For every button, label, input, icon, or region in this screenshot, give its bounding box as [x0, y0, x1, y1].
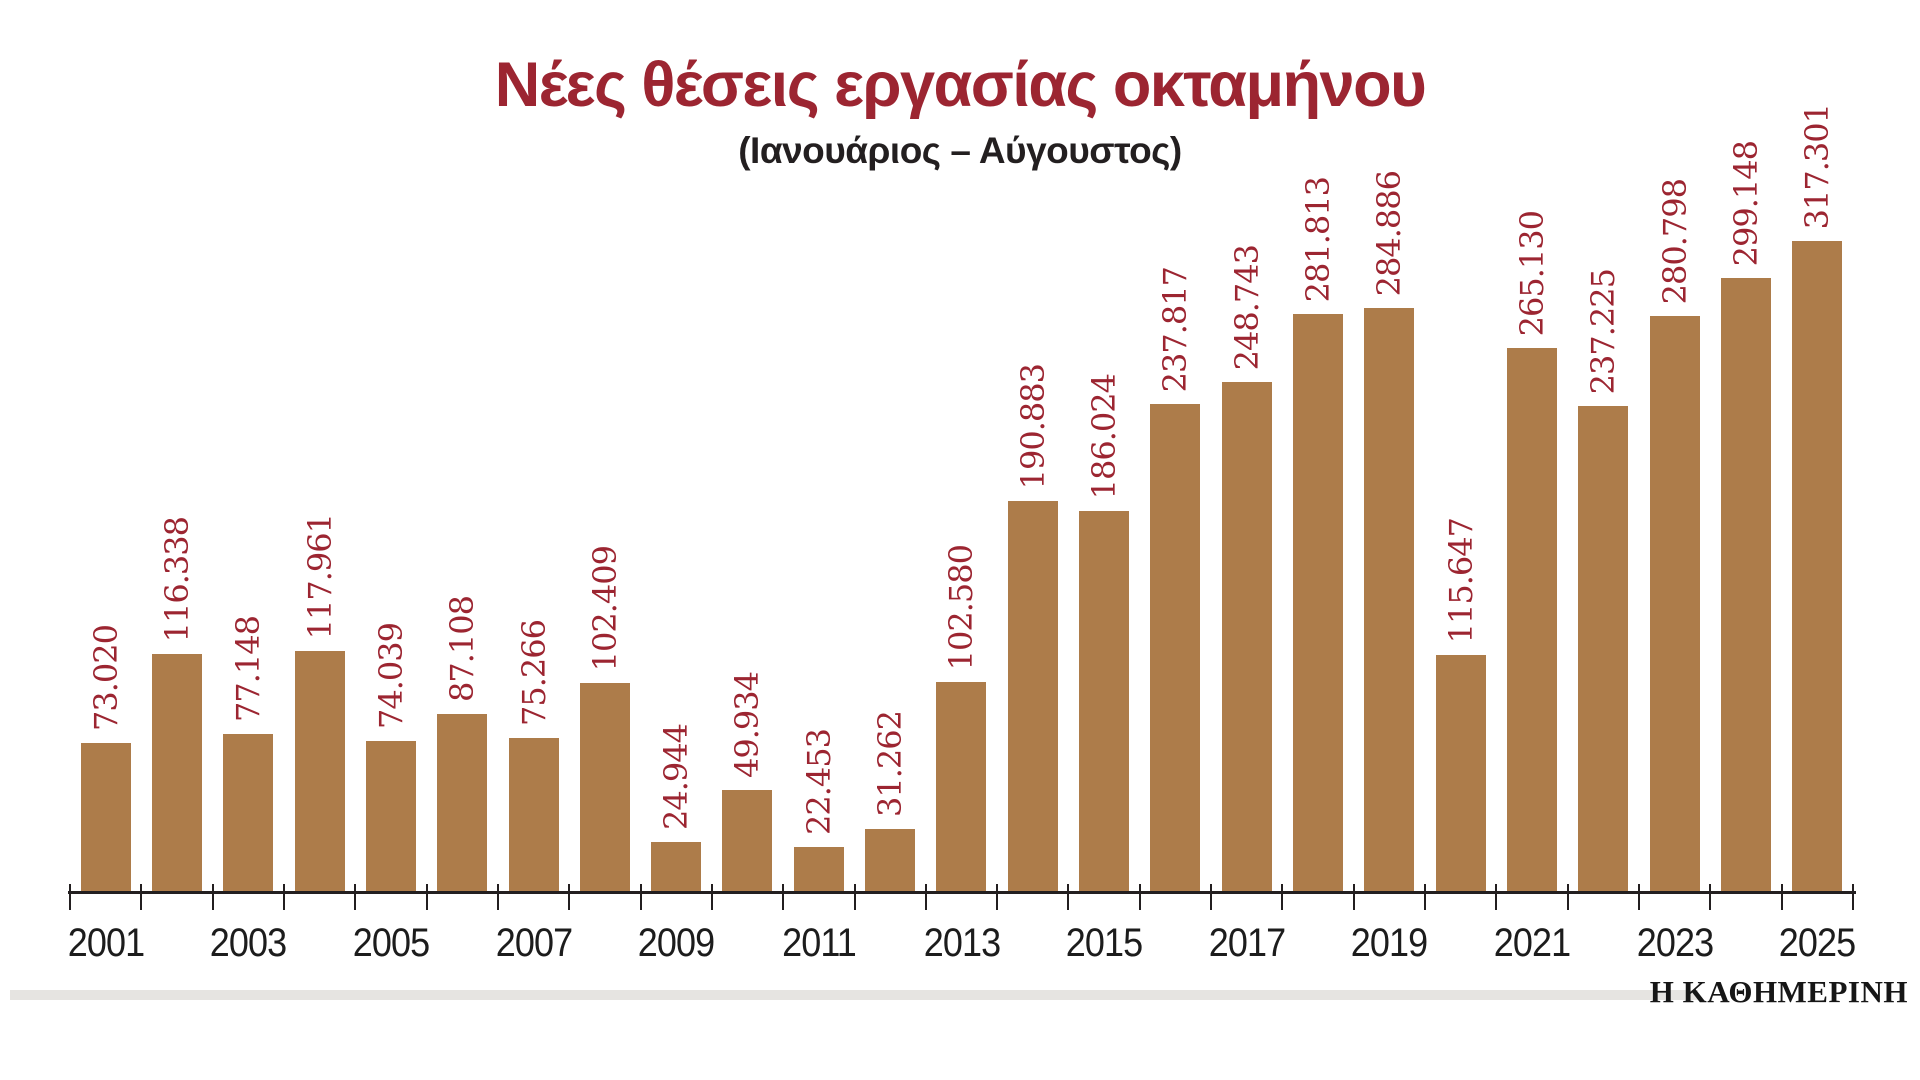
- bar-group-2023: 280.798: [1639, 179, 1710, 893]
- bar-2019: [1364, 308, 1415, 893]
- x-tick: [1495, 884, 1498, 910]
- x-tick: [996, 884, 999, 910]
- bars: 73.020 116.338 77.148 117.961 74.039 87.108 75…: [70, 104, 1853, 893]
- bar-group-2001: 73.020: [70, 190, 141, 893]
- x-axis-label-2017: 2017: [1208, 921, 1286, 965]
- bar-group-2012: 31.262: [854, 190, 925, 893]
- x-tick: [211, 884, 214, 910]
- brand-logo: Η ΚΑΘΗΜΕΡΙΝΗ: [1649, 974, 1908, 1009]
- footer-divider: [10, 990, 1698, 1000]
- bar-2015: [1079, 511, 1130, 893]
- x-axis-label-2005: 2005: [352, 921, 430, 965]
- bar-2023: [1649, 316, 1700, 893]
- x-tick: [282, 884, 285, 910]
- bar-2003: [223, 734, 274, 893]
- bar-group-2020: 115.647: [1425, 190, 1496, 893]
- bar-group-2009: 24.944: [641, 190, 712, 893]
- bar-group-2008: 102.409: [569, 190, 640, 893]
- x-axis-label-2013: 2013: [923, 921, 1000, 965]
- chart-title: Νέες θέσεις εργασίας οκταμήνου: [494, 50, 1427, 120]
- bar-2005: [365, 741, 416, 893]
- x-tick: [1638, 884, 1641, 910]
- x-tick: [924, 884, 927, 910]
- x-axis-label-2001: 2001: [67, 921, 144, 965]
- chart-subtitle: (Ιανουάριος – Αύγουστος): [738, 130, 1182, 172]
- bar-group-2017: 248.743: [1211, 190, 1282, 893]
- x-tick: [140, 884, 143, 910]
- bar-2011: [793, 847, 844, 893]
- bar-group-2021: 265.130: [1496, 190, 1567, 893]
- x-tick: [710, 884, 713, 910]
- x-tick: [1424, 884, 1427, 910]
- x-axis-label-2019: 2019: [1351, 921, 1428, 965]
- x-tick: [354, 884, 357, 910]
- x-tick: [1709, 884, 1712, 910]
- bar-group-2015: 186.024: [1068, 190, 1139, 893]
- bar-2012: [865, 829, 916, 893]
- bar-group-2011: 22.453: [783, 190, 854, 893]
- x-tick: [1281, 884, 1284, 910]
- bar-group-2019: 284.886: [1354, 171, 1425, 893]
- bar-2004: [294, 651, 345, 893]
- bar-2022: [1578, 406, 1629, 893]
- bar-2017: [1221, 382, 1272, 893]
- x-tick: [1852, 884, 1854, 910]
- bar-group-2006: 87.108: [427, 190, 498, 893]
- bar-group-2004: 117.961: [284, 190, 355, 893]
- x-axis-label-2021: 2021: [1493, 921, 1571, 965]
- x-tick: [853, 884, 856, 910]
- x-tick: [1780, 884, 1783, 910]
- bar-group-2025: 317.301: [1782, 104, 1853, 893]
- bar-2024: [1720, 278, 1771, 893]
- bar-group-2022: 237.225: [1568, 190, 1639, 893]
- bar-group-2007: 75.266: [498, 190, 569, 893]
- x-tick: [1566, 884, 1569, 910]
- x-axis-labels: 2001 2003 2005 2007 2009 2011 2013 2015 2017 2019…: [67, 0, 1856, 1080]
- bar-2006: [437, 714, 488, 893]
- bar-2016: [1150, 404, 1201, 893]
- bar-2018: [1292, 314, 1343, 893]
- bar-group-2010: 49.934: [712, 190, 783, 893]
- x-axis-label-2007: 2007: [495, 921, 572, 965]
- bar-group-2005: 74.039: [355, 190, 426, 893]
- x-axis-line: [68, 891, 1856, 894]
- bar-group-2013: 102.580: [926, 190, 997, 893]
- bar-2013: [936, 682, 987, 893]
- bar-group-2002: 116.338: [141, 190, 212, 893]
- x-tick: [496, 884, 499, 910]
- x-axis-label-2023: 2023: [1636, 921, 1713, 965]
- chart-header: Νέες θέσεις εργασίας οκταμήνου (Ιανουάρι…: [0, 52, 1920, 172]
- plot-area: 73.020 116.338 77.148 117.961 74.039 87.108 75…: [70, 104, 1853, 893]
- bar-group-2003: 77.148: [213, 190, 284, 893]
- x-tick: [639, 884, 642, 910]
- x-tick: [782, 884, 785, 910]
- x-axis-label-2025: 2025: [1779, 921, 1856, 965]
- bar-2008: [579, 683, 630, 893]
- bar-2010: [722, 790, 773, 893]
- x-axis-label-2015: 2015: [1065, 921, 1143, 965]
- x-axis-label-2011: 2011: [781, 921, 857, 965]
- x-tick: [1210, 884, 1213, 910]
- bar-2002: [151, 654, 202, 893]
- bar-group-2016: 237.817: [1140, 190, 1211, 893]
- bar-group-2024: 299.148: [1710, 141, 1781, 893]
- bar-2020: [1435, 655, 1486, 893]
- x-tick: [69, 884, 71, 910]
- bar-group-2018: 281.813: [1282, 177, 1353, 893]
- x-axis-label-2009: 2009: [637, 921, 715, 965]
- bar-2007: [508, 738, 559, 893]
- x-tick: [568, 884, 571, 910]
- x-axis-label-2003: 2003: [210, 921, 287, 965]
- bar-2025: [1792, 241, 1843, 893]
- x-tick: [1067, 884, 1070, 910]
- bar-2001: [80, 743, 131, 893]
- bar-2014: [1007, 501, 1058, 893]
- bar-2009: [651, 842, 702, 893]
- bar-2021: [1506, 348, 1557, 893]
- x-tick: [1352, 884, 1355, 910]
- bar-group-2014: 190.883: [997, 190, 1068, 893]
- x-tick: [425, 884, 428, 910]
- x-axis-ticks: [69, 0, 1854, 1080]
- x-tick: [1138, 884, 1141, 910]
